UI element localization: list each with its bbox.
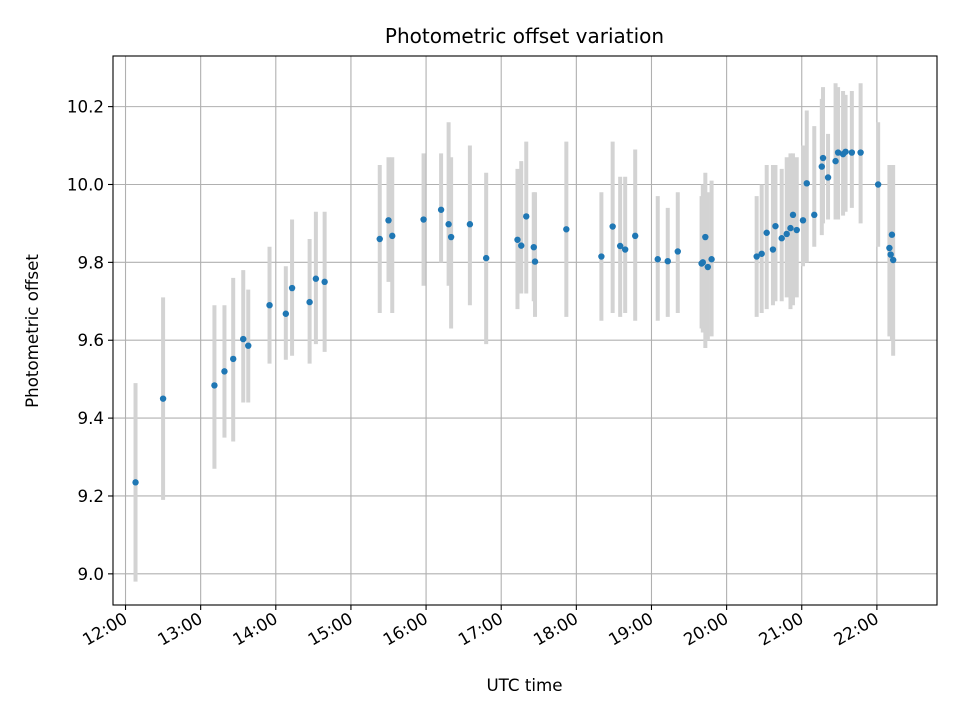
data-point [702,233,709,241]
y-tick-label: 9.8 [77,252,104,272]
data-point [288,284,296,292]
data-point [758,250,765,257]
data-point [466,221,474,228]
data-point [598,253,605,260]
y-tick-label: 9.4 [77,408,104,428]
x-axis-title: UTC time [486,675,562,695]
data-point [159,395,167,402]
data-point [321,278,328,286]
data-point [842,148,849,155]
data-point [819,154,827,162]
data-point [621,246,629,253]
data-point [708,256,715,263]
data-point [230,355,237,363]
y-axis: 9.0 9.2 9.4 9.6 9.8 10.0 10.2 [67,97,113,584]
data-point [824,174,832,181]
data-point [245,342,252,349]
data-point [818,163,825,170]
data-point [874,181,882,188]
data-point [763,229,770,236]
data-point [530,243,537,251]
data-point [445,221,452,228]
data-point [772,222,779,230]
data-point [789,211,797,219]
y-tick-label: 9.0 [77,564,104,584]
data-point [385,217,392,224]
data-point [848,149,856,156]
data-point [799,217,807,224]
data-point [437,206,445,213]
data-point [699,259,707,266]
data-point [832,157,839,165]
data-point [306,298,313,306]
y-tick-label: 9.6 [77,330,104,350]
data-point [482,254,490,262]
data-point [266,301,273,309]
data-point [376,235,383,243]
data-point [778,235,785,242]
data-point [514,236,521,243]
data-point [857,149,864,156]
data-point [793,226,800,234]
data-point [783,230,790,238]
data-point [282,310,290,317]
data-point [811,211,818,219]
data-point [664,257,671,265]
plot-area-frame [112,55,938,606]
data-point [616,242,624,250]
y-axis-title: Photometric offset [22,254,42,408]
data-point [563,226,570,233]
y-tick-label: 10.0 [67,174,104,194]
data-point [769,246,777,253]
data-point [609,223,616,230]
data-point [753,253,760,260]
data-points [132,148,897,486]
data-point [654,256,661,263]
data-point [420,216,427,223]
data-point [132,479,139,486]
data-point [834,149,842,156]
data-point [240,335,247,343]
data-point [632,232,639,240]
data-point [531,258,539,265]
data-point [674,248,681,255]
data-point [888,231,896,238]
data-point [887,251,894,258]
data-point [787,224,794,232]
data-point [889,256,897,264]
data-point [518,242,525,249]
data-point [886,244,893,252]
data-point [803,180,810,187]
data-point [447,233,455,241]
chart-title: Photometric offset variation [385,24,664,48]
data-point [312,275,320,282]
data-point [523,213,530,220]
data-point [211,382,218,389]
data-point [704,263,712,271]
y-tick-label: 9.2 [77,486,104,506]
data-point [389,232,396,240]
y-tick-label: 10.2 [67,97,104,117]
data-point [221,368,228,375]
